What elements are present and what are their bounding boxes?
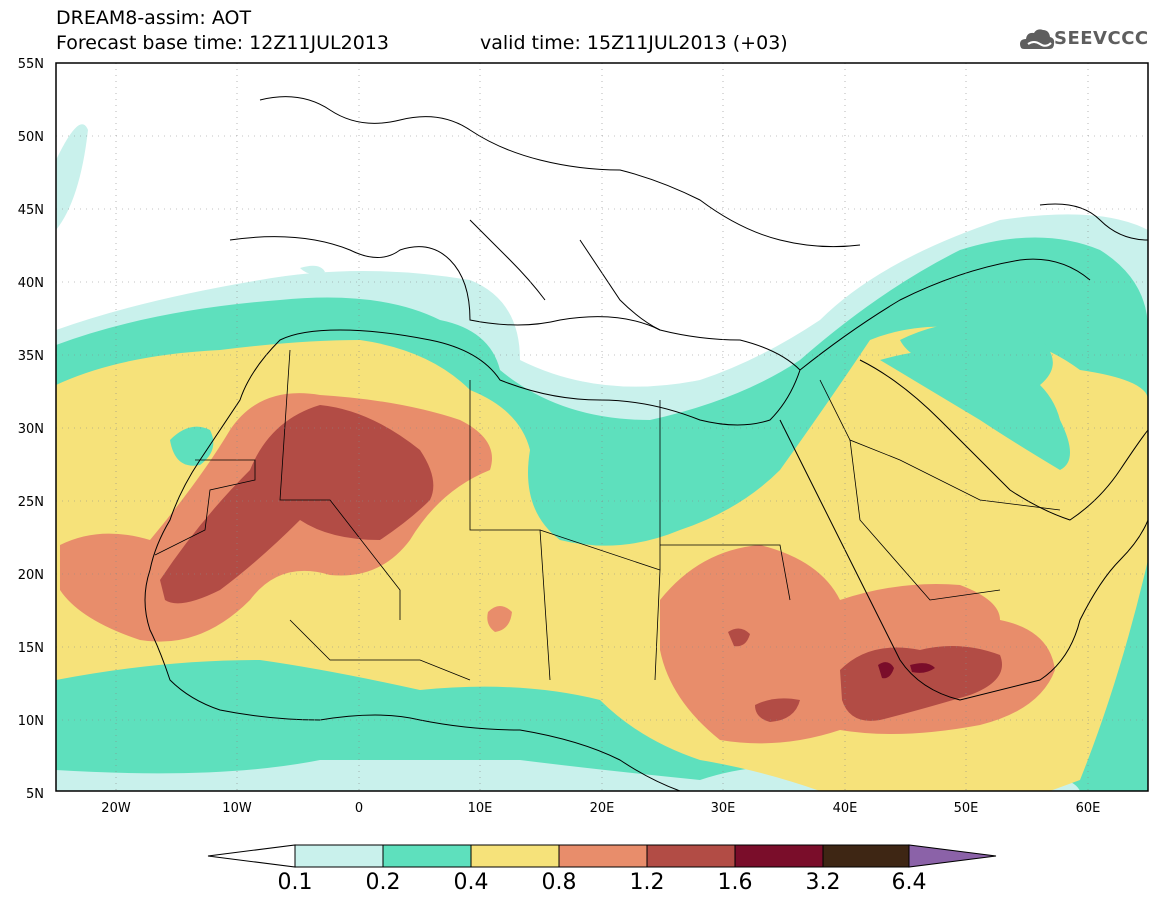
lon-label: 0 <box>355 801 363 816</box>
colorbar-swatch <box>294 844 384 868</box>
cloud-icon <box>1020 29 1055 49</box>
forecast-base-time: Forecast base time: 12Z11JUL2013 <box>56 32 389 54</box>
lat-label: 10N <box>18 714 44 729</box>
lat-label: 50N <box>18 130 44 145</box>
colorbar-label: 1.6 <box>717 870 753 895</box>
colorbar-swatch <box>558 844 648 868</box>
lon-label: 20E <box>590 801 615 816</box>
colorbar-label: 3.2 <box>805 870 841 895</box>
colorbar-swatch <box>822 844 910 868</box>
lat-label: 45N <box>18 203 44 218</box>
lat-label: 25N <box>18 495 44 510</box>
lon-label: 40E <box>833 801 858 816</box>
colorbar-label: 1.2 <box>629 870 665 895</box>
lat-label: 15N <box>18 641 44 656</box>
country-borders <box>154 349 1061 681</box>
lon-label: 30E <box>711 801 736 816</box>
colorbar-label: 0.1 <box>277 870 313 895</box>
lat-label: 30N <box>18 422 44 437</box>
colorbar-swatch <box>734 844 824 868</box>
lat-label: 40N <box>18 276 44 291</box>
colorbar-swatch <box>470 844 560 868</box>
valid-time: valid time: 15Z11JUL2013 (+03) <box>480 32 788 54</box>
colorbar-swatch <box>646 844 736 868</box>
coastlines <box>144 96 1148 791</box>
colorbar <box>207 844 997 868</box>
colorbar-label: 0.2 <box>365 870 401 895</box>
aot-band-1.6 <box>878 662 935 679</box>
lat-label: 20N <box>18 568 44 583</box>
lat-labels: 55N 50N 45N 40N 35N 30N 25N 20N 15N 10N … <box>18 57 44 802</box>
lat-label: 35N <box>18 349 44 364</box>
logo-text: SEEVCCC <box>1054 28 1149 49</box>
lat-label: 55N <box>18 57 44 72</box>
colorbar-label: 6.4 <box>891 870 927 895</box>
map-frame <box>55 62 1149 792</box>
lon-labels: 20W 10W 0 10E 20E 30E 40E 50E 60E <box>101 801 1100 816</box>
colorbar-label: 0.8 <box>541 870 577 895</box>
lon-label: 60E <box>1076 801 1101 816</box>
graticule <box>56 63 1148 791</box>
lon-label: 50E <box>954 801 979 816</box>
lon-label: 20W <box>101 801 131 816</box>
colorbar-over-arrow <box>908 844 997 868</box>
colorbar-under-arrow <box>207 844 296 868</box>
colorbar-label: 0.4 <box>453 870 489 895</box>
lon-label: 10E <box>468 801 493 816</box>
map-title: DREAM8-assim: AOT <box>56 7 252 29</box>
lat-label: 5N <box>26 787 44 802</box>
lon-label: 10W <box>222 801 252 816</box>
colorbar-swatch <box>382 844 472 868</box>
